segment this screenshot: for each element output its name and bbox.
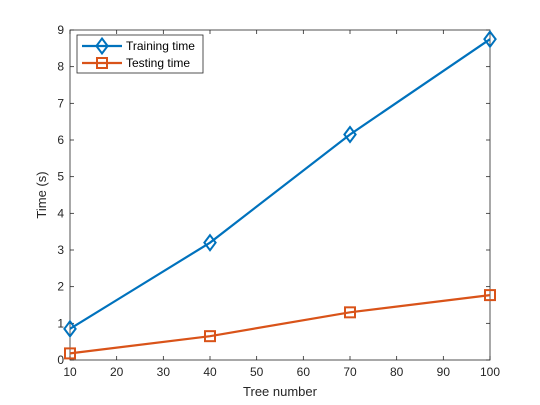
x-tick-label: 90 — [437, 365, 451, 379]
x-tick-label: 30 — [157, 365, 171, 379]
x-tick-label: 100 — [480, 365, 500, 379]
y-tick-label: 9 — [57, 23, 64, 37]
x-axis-title: Tree number — [243, 384, 318, 399]
x-tick-label: 50 — [250, 365, 264, 379]
x-tick-label: 10 — [63, 365, 77, 379]
data-point — [64, 347, 76, 360]
plot-box — [69, 29, 491, 361]
data-point — [63, 319, 77, 339]
legend-label: Training time — [126, 39, 195, 53]
x-tick-label: 80 — [390, 365, 404, 379]
legend-marker — [96, 57, 108, 69]
data-point — [204, 330, 216, 343]
x-tick-label: 20 — [110, 365, 124, 379]
y-tick-label: 6 — [57, 133, 64, 147]
axis-ticks: 10 20 30 40 50 60 70 80 90 100 0 1 2 3 4 5 6 7 8 9 — [57, 23, 500, 379]
y-tick-label: 7 — [57, 96, 64, 110]
y-tick-label: 8 — [57, 60, 64, 74]
y-tick-label: 3 — [57, 243, 64, 257]
legend-item: Training time — [82, 36, 195, 56]
legend: Training time Testing time — [76, 34, 204, 74]
series-layer — [63, 29, 497, 360]
x-tick-label: 70 — [343, 365, 357, 379]
data-point — [203, 233, 217, 252]
legend-marker — [95, 36, 109, 56]
y-tick-label: 4 — [57, 206, 64, 220]
data-point — [343, 125, 357, 144]
y-tick-label: 5 — [57, 170, 64, 184]
y-tick-label: 1 — [57, 316, 64, 330]
series-training-time — [63, 29, 497, 339]
y-tick-label: 2 — [57, 280, 64, 294]
series-line — [69, 38, 491, 330]
legend-label: Testing time — [126, 56, 190, 70]
data-point — [484, 289, 496, 302]
legend-item: Testing time — [82, 56, 190, 70]
data-point — [344, 306, 356, 319]
x-tick-label: 40 — [203, 365, 217, 379]
series-line — [69, 294, 491, 355]
series-testing-time — [64, 289, 496, 360]
y-axis-title: Time (s) — [34, 171, 49, 218]
plot-area — [69, 29, 491, 361]
y-tick-label: 0 — [57, 353, 64, 367]
data-point — [483, 29, 497, 49]
x-tick-label: 60 — [297, 365, 311, 379]
